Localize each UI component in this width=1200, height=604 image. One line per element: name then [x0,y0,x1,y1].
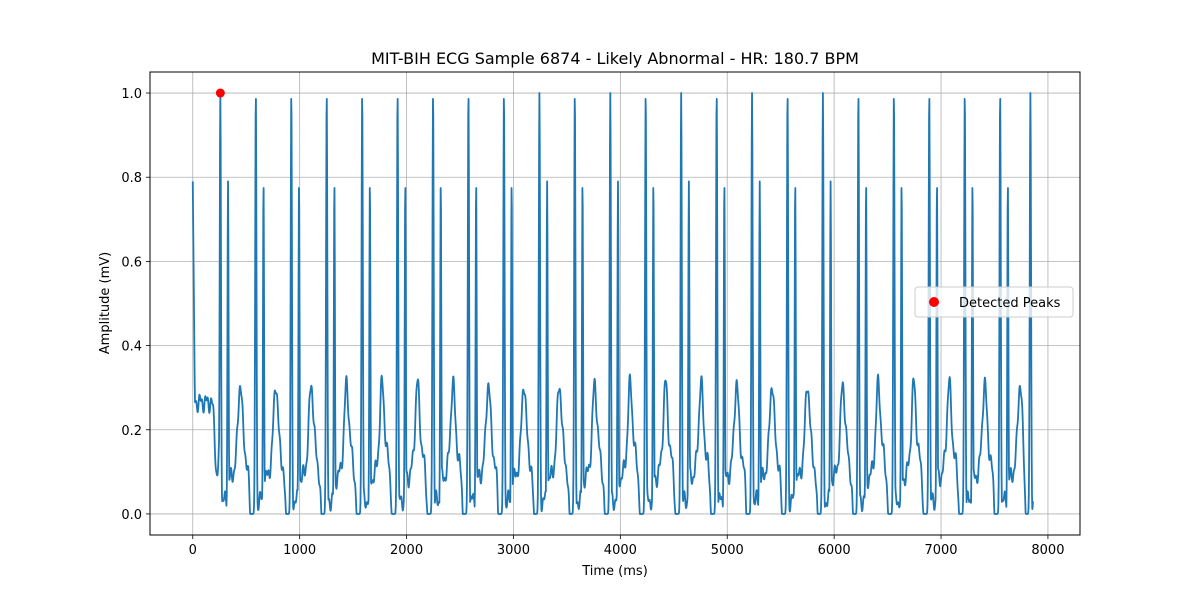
y-tick-label: 0.6 [121,255,142,270]
x-tick-label: 6000 [818,543,851,558]
legend-box [914,286,1074,318]
y-axis-label: Amplitude (mV) [98,252,113,354]
ecg-signal-line [191,92,1034,515]
y-tick-label: 0.0 [121,508,142,523]
x-tick-label: 2000 [390,543,423,558]
legend-label-detected-peaks: Detected Peaks [959,296,1061,311]
legend: Detected Peaks [914,286,1074,318]
x-tick-label: 0 [189,543,197,558]
y-tick-label: 1.0 [121,87,142,102]
peak-layer [215,88,225,98]
x-tick-label: 1000 [283,543,316,558]
legend-peak-marker [929,297,939,307]
axes-frame [149,71,1081,536]
x-tick-label: 7000 [924,543,957,558]
x-axis-label: Time (ms) [581,564,648,579]
x-tick-label: 4000 [604,543,637,558]
y-tick-label: 0.2 [121,424,142,439]
x-tick-label: 3000 [497,543,530,558]
y-tick-label: 0.4 [121,340,142,355]
detected-peak-point [215,88,225,98]
y-tick-label: 0.8 [121,171,142,186]
x-tick-label: 5000 [711,543,744,558]
signal-layer [191,92,1034,515]
x-tick-label: 8000 [1031,543,1064,558]
chart-title: MIT-BIH ECG Sample 6874 - Likely Abnorma… [371,49,859,68]
tick-layer: 0 1000 2000 3000 4000 5000 6000 7000 8000 0.0 0.2 0… [121,87,1064,558]
